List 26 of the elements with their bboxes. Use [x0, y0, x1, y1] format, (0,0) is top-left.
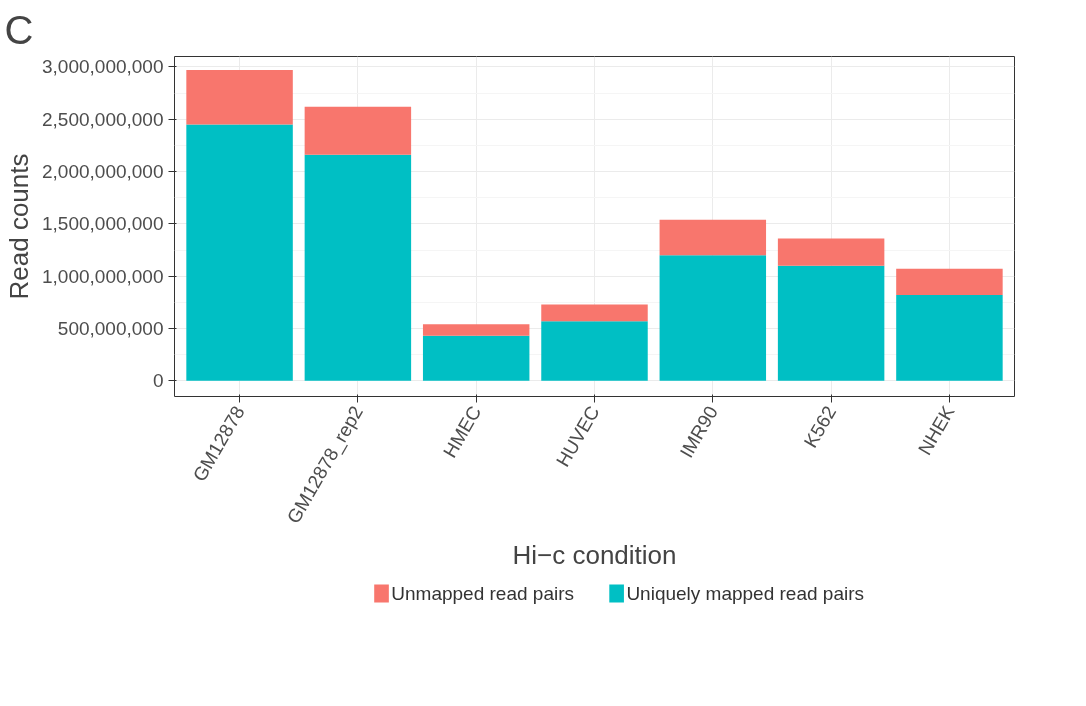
- y-tick-label: 2,000,000,000: [41, 161, 164, 183]
- bar: [777, 265, 885, 381]
- y-tick-label: 2,500,000,000: [41, 108, 164, 130]
- bar: [304, 106, 412, 155]
- legend-label: Uniquely mapped read pairs: [626, 583, 865, 604]
- bar: [659, 219, 767, 256]
- y-axis-title: Read counts: [3, 153, 34, 300]
- bar: [541, 304, 648, 322]
- bar: [541, 321, 648, 381]
- y-tick-label: 0: [152, 370, 164, 392]
- bar: [186, 70, 293, 125]
- bar: [777, 238, 885, 266]
- bar: [422, 324, 530, 336]
- y-tick-label: 1,500,000,000: [41, 213, 164, 235]
- y-tick-label: 500,000,000: [57, 318, 164, 339]
- bar: [896, 268, 1003, 296]
- bar: [304, 154, 412, 381]
- bar: [186, 124, 293, 381]
- text: C: [4, 7, 34, 52]
- y-tick-label: 1,000,000,000: [41, 265, 164, 287]
- y-tick-label: 3,000,000,000: [41, 56, 164, 78]
- bar: [422, 335, 530, 381]
- legend-label: Unmapped read pairs: [391, 583, 575, 604]
- x-axis-title: Hi−c condition: [512, 540, 677, 571]
- bar: [659, 255, 767, 381]
- bar: [896, 295, 1003, 381]
